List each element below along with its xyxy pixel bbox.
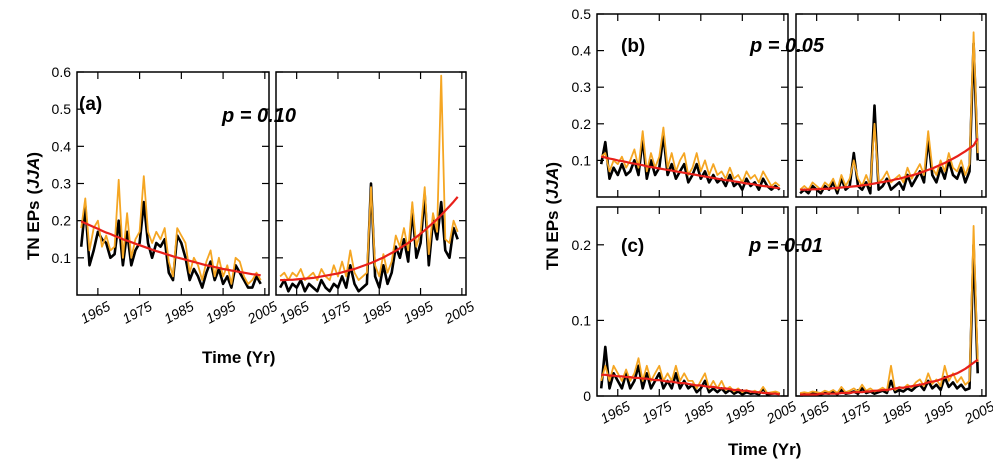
xlabel-a: Time (Yr) [202,348,275,367]
series-a-left-orange [80,175,262,285]
xtick-label-a-left: 1965 [78,298,113,327]
xtick-label-c-right: 2005 [961,398,993,427]
xtick-label-a-right: 1975 [318,298,353,327]
series-b-right-black [799,41,979,195]
xtick-label-c-left: 1975 [639,398,674,427]
xtick-label-c-right: 1985 [879,398,914,427]
panel-c: (c) p = 0.01 TN EPs(JJA) Time (Yr) 1965 1… [543,162,993,459]
xtick-label-a-left: 2005 [244,298,280,327]
xtick-label-a-right: 1985 [359,298,394,327]
panel-label-b: (b) [621,36,645,57]
series-a-left-red [80,220,261,277]
series-c-left-red [601,373,780,396]
ylabel-a: TN EPs(JJA) [24,152,43,260]
ytick-label-b: 0.5 [572,6,592,22]
xtick-label-a-left: 1995 [203,298,238,327]
xtick-label-c-right: 1975 [838,398,873,427]
ytick-label-a: 0.3 [52,176,72,192]
ytick-label-b: 0.4 [572,43,592,59]
xtick-label-a-left: 1975 [120,298,155,327]
series-b-left-red [600,155,780,190]
panel-b: (b) p = 0.05 0.1 0.2 0.3 0.4 0.5 [572,6,987,198]
ytick-label-a: 0.1 [52,250,72,266]
panel-label-a: (a) [79,94,102,115]
plot-frame-c-left [596,206,789,397]
ylabel-bc: TN EPs(JJA) [543,162,562,270]
xtick-label-c-left: 1985 [681,398,716,427]
ytick-label-c: 0 [583,388,591,404]
series-c-right-orange [799,224,979,394]
plot-frame-c-right [795,206,987,397]
ytick-label-b: 0.2 [572,116,592,132]
xtick-label-c-left: 2005 [763,398,799,427]
ytick-label-a: 0.5 [52,101,72,117]
ytick-label-a: 0.4 [52,138,72,154]
ytick-label-a: 0.2 [52,213,72,229]
xtick-label-a-left: 1985 [161,298,196,327]
ytick-label-c: 0.1 [572,312,592,328]
series-b-left-orange [600,126,781,187]
plot-frame-b-right [795,13,987,198]
series-a-left-black [79,200,262,289]
xtick-label-c-left: 1995 [722,398,757,427]
panel-a: TN EPs(JJA) (a) p = 0.10 Time (Yr) 1965 1… [24,64,477,367]
series-c-right-red [800,358,979,396]
ytick-label-a: 0.6 [52,64,72,80]
xlabel-bc: Time (Yr) [728,440,801,459]
series-c-left-black [599,345,781,396]
p-value-b: p = 0.05 [749,35,825,57]
p-value-a: p = 0.10 [221,105,296,127]
xtick-label-a-right: 1995 [400,298,435,327]
xtick-label-a-right: 1965 [277,298,312,327]
ytick-label-b: 0.3 [572,79,592,95]
xtick-label-c-left: 1965 [598,398,633,427]
series-b-right-orange [799,31,979,191]
p-value-c: p = 0.01 [748,235,823,257]
series-b-right-red [800,137,979,191]
xtick-label-a-right: 2005 [441,298,477,327]
plot-frame-b-left [596,13,789,198]
series-c-right-black [799,243,979,396]
xtick-label-c-right: 1965 [797,398,832,427]
series-a-right-orange [279,74,459,282]
series-a-right-red [280,196,459,282]
xtick-label-c-right: 1995 [920,398,955,427]
ytick-label-c: 0.2 [572,237,592,253]
panel-label-c: (c) [621,236,644,257]
ytick-label-b: 0.1 [572,152,592,168]
